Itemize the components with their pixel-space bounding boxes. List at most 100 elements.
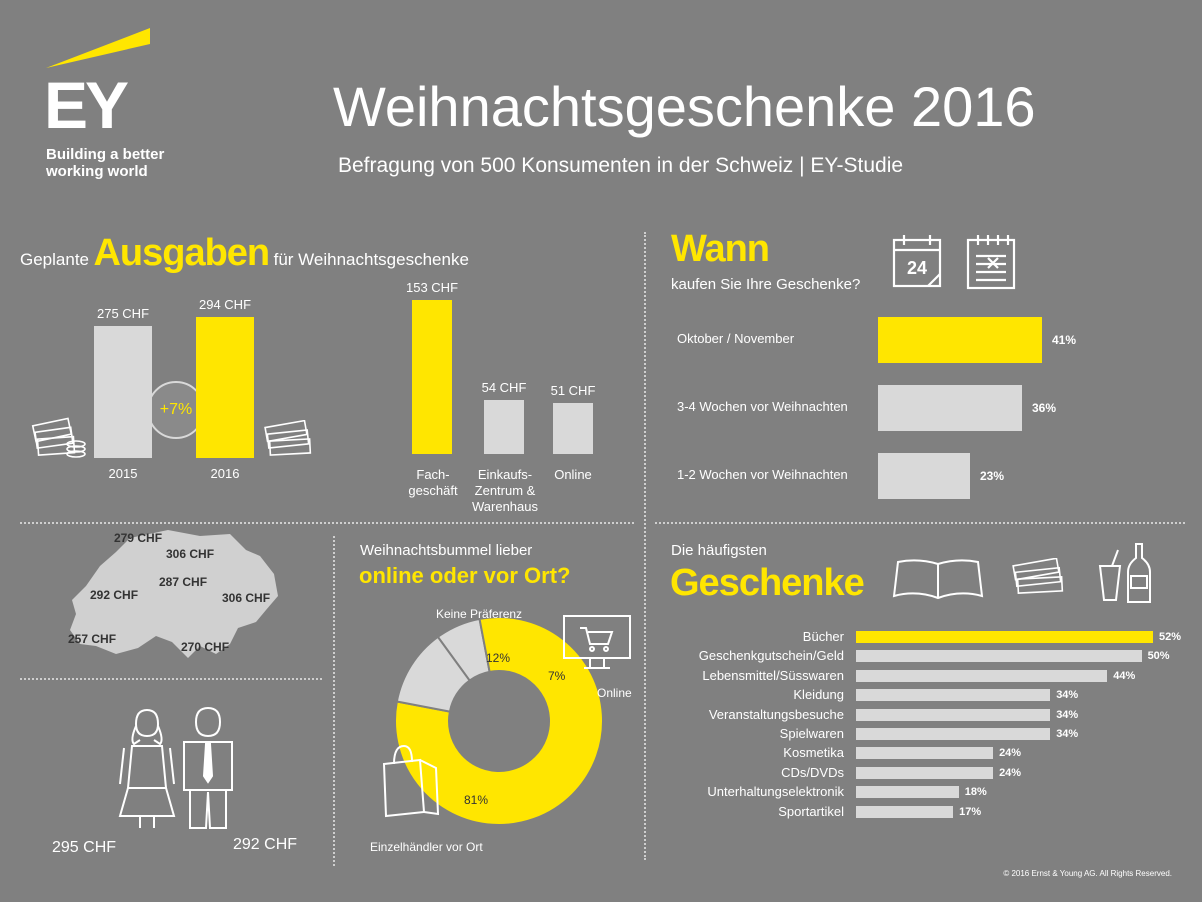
- gift-bar: [856, 708, 1051, 721]
- gift-category: Kosmetika: [783, 745, 844, 761]
- channel-label-line: geschäft: [408, 483, 458, 498]
- page-title: Weihnachtsgeschenke 2016: [333, 75, 1036, 138]
- divider-left-lower: [20, 678, 322, 680]
- gift-category: Kleidung: [793, 687, 844, 703]
- when-bar: [878, 385, 1022, 431]
- gifts-heading-1: Die häufigsten: [671, 542, 767, 559]
- preference-donut-chart: 81% 12% 7%: [394, 616, 604, 826]
- gift-value: 34%: [1056, 689, 1079, 702]
- gift-category: Bücher: [802, 629, 844, 644]
- gift-bar: [856, 631, 1153, 643]
- divider-left-mid: [20, 522, 634, 524]
- region-label-1: 279 CHF: [114, 531, 163, 545]
- calendar-icon: 24: [892, 235, 942, 288]
- region-label-4: 292 CHF: [90, 588, 139, 602]
- ey-logo-letters: EY: [44, 68, 129, 142]
- year-bar-value: 294 CHF: [198, 297, 252, 312]
- donut-value-label: 81%: [464, 793, 488, 807]
- spending-heading-pre: Geplante: [20, 250, 89, 269]
- copyright: © 2016 Ernst & Young AG. All Rights Rese…: [1003, 869, 1172, 878]
- region-label-2: 306 CHF: [166, 547, 215, 561]
- gift-value: 24%: [999, 747, 1022, 760]
- woman-icon: [118, 708, 176, 828]
- gift-category: Veranstaltungsbesuche: [708, 706, 844, 722]
- gift-value: 18%: [964, 786, 987, 799]
- gifts-heading-2: Geschenke: [670, 562, 865, 604]
- year-bar-2015: [94, 326, 152, 458]
- gift-bar: [856, 669, 1108, 682]
- gift-category: Geschenkgutschein/Geld: [698, 648, 844, 664]
- region-label-3: 287 CHF: [159, 575, 208, 589]
- gift-value: 24%: [999, 766, 1022, 779]
- when-value: 23%: [980, 469, 1005, 483]
- ey-logo-beam: [46, 28, 150, 68]
- region-label-7: 270 CHF: [181, 640, 230, 654]
- region-label-6: 257 CHF: [68, 632, 117, 646]
- when-bar: [878, 317, 1042, 363]
- divider-bottom-mid: [333, 536, 335, 866]
- label-no-preference: Keine Präferenz: [436, 607, 523, 621]
- donut-hole: [449, 671, 549, 771]
- gift-category: CDs/DVDs: [781, 764, 844, 780]
- checklist-icon: [966, 235, 1016, 290]
- label-online: Online: [597, 686, 632, 700]
- computer-cart-icon: [563, 615, 631, 669]
- calendar-day: 24: [907, 258, 927, 278]
- year-bar-category: 2015: [108, 466, 138, 481]
- gift-category: Lebensmittel/Süsswaren: [702, 667, 844, 683]
- gift-value: 44%: [1113, 669, 1136, 682]
- drinks-icon: [1098, 543, 1151, 603]
- gift-bar: [856, 650, 1142, 663]
- page-subtitle: Befragung von 500 Konsumenten in der Sch…: [338, 154, 904, 177]
- gift-bar: [856, 747, 994, 760]
- channel-label-line: Online: [554, 467, 592, 482]
- gift-bar: [856, 689, 1051, 702]
- when-question: kaufen Sie Ihre Geschenke?: [671, 276, 861, 293]
- donut-value-label: 7%: [548, 669, 566, 683]
- gift-value: 34%: [1056, 708, 1079, 721]
- divider-vertical-main: [644, 232, 646, 860]
- money-stack-icon: [1012, 558, 1064, 594]
- when-bar: [878, 453, 970, 499]
- gift-category: Unterhaltungselektronik: [707, 784, 844, 800]
- when-value: 36%: [1032, 401, 1057, 415]
- man-icon: [183, 706, 233, 829]
- ey-logo-tagline-2: working world: [46, 163, 148, 180]
- gift-value: 50%: [1147, 650, 1170, 663]
- region-label-5: 306 CHF: [222, 591, 271, 605]
- gift-category: Spielwaren: [779, 726, 844, 741]
- label-retail: Einzelhändler vor Ort: [370, 840, 483, 854]
- spending-heading: Geplante Ausgaben für Weihnachtsgeschenk…: [20, 232, 469, 275]
- channel-bar: [412, 300, 452, 454]
- spending-heading-main: Ausgaben: [93, 232, 270, 274]
- male-spending: 292 CHF: [233, 836, 298, 853]
- gift-bar: [856, 766, 994, 779]
- when-category: Oktober / November: [677, 331, 795, 346]
- gift-category: Sportartikel: [778, 803, 844, 819]
- donut-value-label: 12%: [486, 651, 510, 665]
- preference-heading-1: Weihnachtsbummel lieber: [360, 542, 533, 559]
- channel-bar-value: 54 CHF: [481, 379, 527, 395]
- when-heading: Wann: [671, 228, 770, 270]
- divider-right-mid: [655, 522, 1185, 524]
- gift-bar: [856, 728, 1051, 740]
- year-bar-value: 275 CHF: [96, 306, 150, 322]
- channel-label-line: Fach-: [416, 467, 450, 482]
- when-category: 1-2 Wochen vor Weihnachten: [677, 467, 848, 482]
- gift-value: 17%: [959, 805, 982, 818]
- money-coins-icon: [31, 417, 86, 458]
- shopping-bag-icon: [382, 744, 440, 818]
- growth-badge: +7%: [147, 381, 205, 439]
- channel-bar: [484, 399, 524, 454]
- gift-bar: [856, 786, 959, 799]
- female-spending: 295 CHF: [52, 839, 117, 856]
- money-bills-icon: [264, 420, 312, 456]
- book-icon: [892, 559, 984, 600]
- channel-label-line: Zentrum &: [474, 483, 536, 498]
- when-category: 3-4 Wochen vor Weihnachten: [677, 399, 848, 414]
- growth-value: +7%: [159, 401, 193, 418]
- year-bar-category: 2016: [210, 466, 240, 481]
- gift-value: 34%: [1056, 728, 1079, 740]
- switzerland-map: [70, 530, 278, 658]
- spending-heading-post: für Weihnachtsgeschenke: [273, 250, 469, 269]
